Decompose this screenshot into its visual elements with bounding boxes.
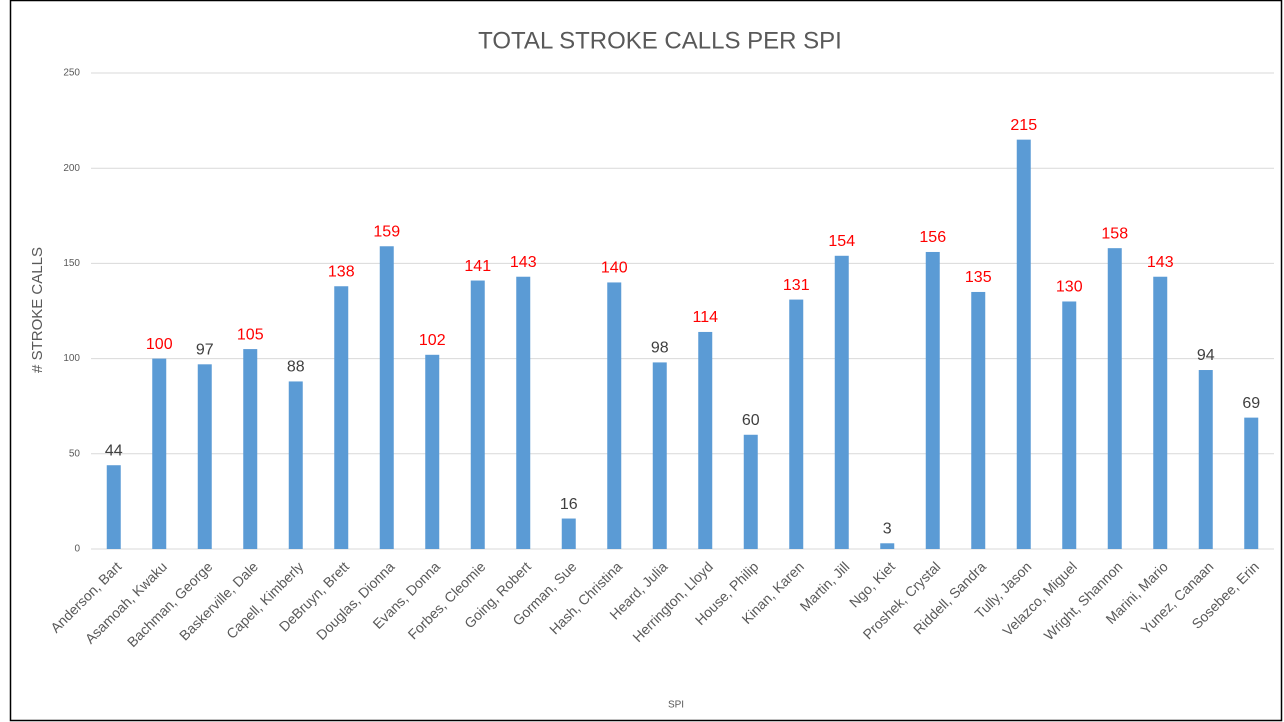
value-label: 16 <box>560 496 578 513</box>
value-label: 60 <box>742 412 760 429</box>
chart-title: TOTAL STROKE CALLS PER SPI <box>478 27 842 54</box>
y-tick-label: 100 <box>63 353 80 364</box>
bar <box>834 255 849 549</box>
value-label: 135 <box>965 269 992 286</box>
value-label: 156 <box>919 229 946 246</box>
bar <box>607 282 622 549</box>
y-axis-label: # STROKE CALLS <box>29 247 46 373</box>
bar <box>425 354 440 549</box>
bar <box>561 518 576 549</box>
bar <box>743 434 758 549</box>
bar <box>971 291 986 549</box>
bar <box>698 331 713 549</box>
bar <box>1244 417 1259 549</box>
bar <box>288 381 303 549</box>
x-axis-label: SPI <box>668 700 684 711</box>
bar <box>1016 139 1031 549</box>
bar <box>1198 370 1213 549</box>
value-label: 215 <box>1010 117 1037 134</box>
value-label: 114 <box>692 309 718 326</box>
y-tick-label: 150 <box>63 258 80 269</box>
bar <box>1107 248 1122 549</box>
bar <box>516 276 531 549</box>
bar <box>789 299 804 549</box>
bar <box>106 465 121 549</box>
value-label: 159 <box>373 223 400 240</box>
bar <box>379 246 394 549</box>
value-label: 94 <box>1197 347 1215 364</box>
bar <box>880 543 895 549</box>
bar <box>197 364 212 549</box>
value-label: 143 <box>1147 254 1174 271</box>
value-label: 44 <box>105 442 123 459</box>
bar <box>243 349 258 549</box>
value-label: 143 <box>510 254 537 271</box>
value-label: 140 <box>601 260 628 277</box>
value-label: 158 <box>1101 225 1128 242</box>
y-tick-label: 200 <box>63 163 80 174</box>
value-label: 100 <box>146 336 173 353</box>
value-label: 97 <box>196 342 214 359</box>
value-label: 98 <box>651 340 669 357</box>
value-label: 130 <box>1056 279 1083 296</box>
value-label: 131 <box>783 277 810 294</box>
bar <box>652 362 667 549</box>
value-label: 141 <box>464 258 491 275</box>
bar <box>470 280 485 549</box>
bar <box>925 251 940 549</box>
value-label: 3 <box>883 521 892 538</box>
value-label: 138 <box>328 263 355 280</box>
value-label: 69 <box>1242 395 1260 412</box>
bar <box>334 286 349 549</box>
y-tick-label: 50 <box>69 448 81 459</box>
bar <box>152 358 167 549</box>
y-tick-label: 250 <box>63 68 80 79</box>
bar <box>1062 301 1077 549</box>
bar <box>1153 276 1168 549</box>
value-label: 105 <box>237 326 264 343</box>
value-label: 154 <box>828 233 855 250</box>
y-tick-label: 0 <box>74 544 80 555</box>
value-label: 88 <box>287 359 305 376</box>
value-label: 102 <box>419 332 446 349</box>
